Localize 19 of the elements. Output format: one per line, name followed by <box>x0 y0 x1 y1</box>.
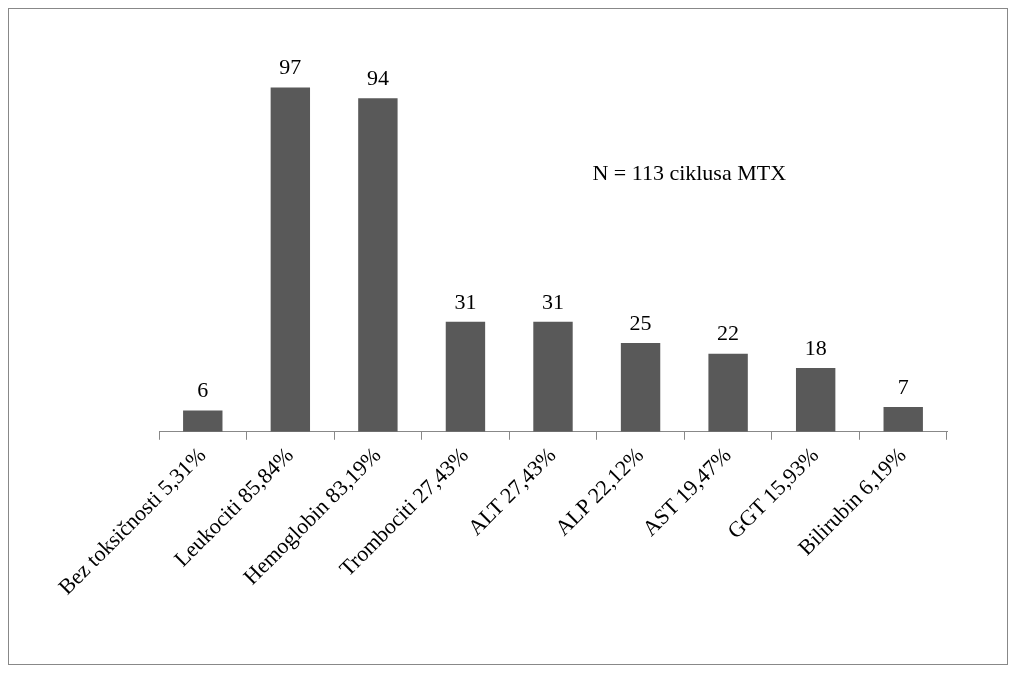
data-label: 31 <box>542 288 564 314</box>
data-label: 18 <box>804 334 827 360</box>
bar <box>358 98 398 432</box>
data-label: 22 <box>717 320 740 346</box>
bar <box>183 410 223 432</box>
bar <box>620 343 661 432</box>
data-label: 97 <box>279 54 302 80</box>
data-label: 25 <box>629 309 652 335</box>
bar <box>883 406 923 432</box>
data-label: 6 <box>197 377 209 403</box>
annotation: N = 113 ciklusa MTX <box>592 159 787 185</box>
data-label: 94 <box>366 64 389 90</box>
bar <box>533 321 573 432</box>
bar <box>795 367 836 432</box>
bar <box>270 87 311 432</box>
bar <box>445 321 486 432</box>
data-label: 31 <box>454 288 477 314</box>
data-label: 7 <box>897 373 909 399</box>
bar <box>708 353 748 432</box>
